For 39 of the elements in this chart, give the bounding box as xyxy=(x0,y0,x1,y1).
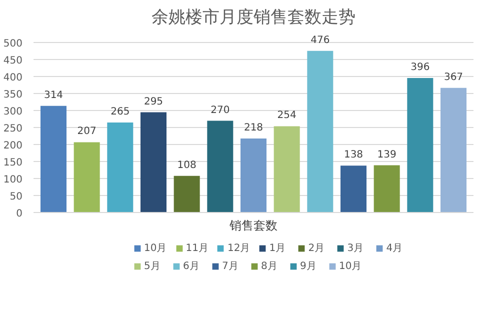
data-label: 138 xyxy=(344,150,364,161)
y-tick-label: 100 xyxy=(3,174,23,186)
legend-label: 1月 xyxy=(269,242,287,255)
data-label: 254 xyxy=(277,110,296,122)
data-label: 367 xyxy=(444,72,464,83)
y-tick-label: 500 xyxy=(3,38,23,50)
legend-label: 9月 xyxy=(300,260,318,273)
data-label: 270 xyxy=(210,104,230,116)
y-tick-label: 0 xyxy=(16,208,23,220)
data-label: 295 xyxy=(144,96,164,108)
legend-label: 10月 xyxy=(339,260,362,273)
legend-label: 11月 xyxy=(186,242,208,255)
y-tick-label: 400 xyxy=(3,72,23,84)
legend-label: 6月 xyxy=(183,260,200,273)
data-label: 108 xyxy=(177,160,196,171)
legend-label: 2月 xyxy=(308,242,326,255)
data-label: 476 xyxy=(310,34,330,46)
data-label: 139 xyxy=(377,149,396,160)
y-tick-label: 300 xyxy=(3,106,23,118)
data-label: 218 xyxy=(244,122,264,134)
y-tick-label: 200 xyxy=(3,140,23,152)
legend-label: 7月 xyxy=(222,260,240,273)
legend-label: 8月 xyxy=(261,260,278,273)
y-tick-label: 350 xyxy=(3,90,23,101)
legend-label: 12月 xyxy=(227,242,250,255)
legend-label: 5月 xyxy=(144,260,162,273)
data-label: 265 xyxy=(110,106,130,118)
y-tick-label: 450 xyxy=(3,56,23,67)
y-tick-label: 150 xyxy=(3,158,23,169)
legend-label: 3月 xyxy=(347,242,365,255)
data-label: 396 xyxy=(410,62,430,74)
x-axis-title: 销售套数 xyxy=(228,218,278,232)
data-label: 207 xyxy=(77,126,96,138)
y-tick-label: 250 xyxy=(3,124,23,135)
legend-label: 4月 xyxy=(386,242,404,255)
chart-title: 余姚楼市月度销售套数走势 xyxy=(152,8,356,28)
legend-label: 10月 xyxy=(144,242,167,255)
data-label: 314 xyxy=(44,90,64,101)
y-tick-label: 50 xyxy=(10,192,23,203)
